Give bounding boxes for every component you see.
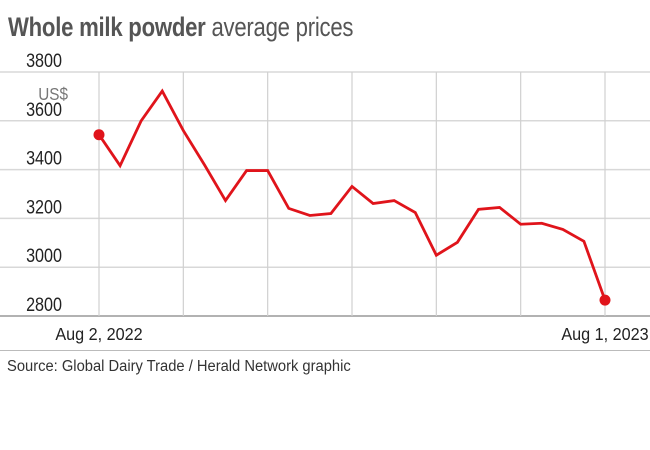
y-axis-unit-label: US$ — [38, 84, 68, 104]
chart-title: Whole milk powder average prices — [8, 12, 353, 43]
y-tick-label: 3600 — [26, 99, 62, 121]
x-tick-label: Aug 2, 2022 — [55, 324, 142, 344]
source-note: Source: Global Dairy Trade / Herald Netw… — [7, 358, 351, 375]
y-tick-label: 3800 — [26, 50, 62, 72]
divider — [0, 350, 650, 351]
x-tick-label: Aug 1, 2023 — [561, 324, 648, 344]
chart-title-bold: Whole milk powder — [8, 12, 206, 42]
y-tick-label: 3000 — [26, 245, 62, 267]
y-tick-label: 3200 — [26, 196, 62, 218]
chart-title-rest: average prices — [205, 12, 354, 42]
line-chart: 3800 3600 3400 3200 3000 2800 US$ Aug 2, 2022 Au… — [0, 50, 650, 344]
y-tick-label: 3400 — [26, 147, 62, 169]
endpoint-marker — [93, 129, 105, 141]
y-tick-label: 2800 — [26, 294, 62, 316]
endpoint-marker — [599, 294, 611, 306]
